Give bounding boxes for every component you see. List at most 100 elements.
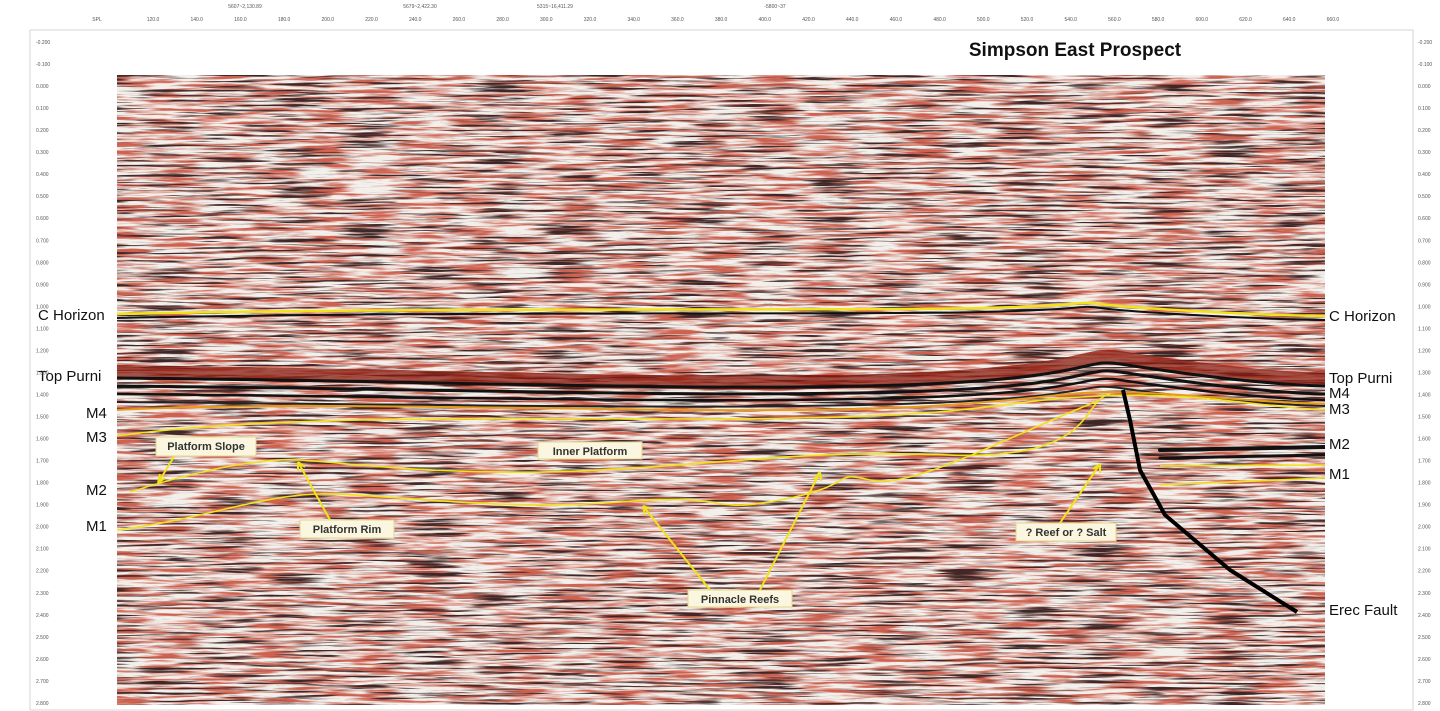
top-tick-label: 280.0 [496, 17, 509, 23]
time-label: 1.800 [36, 481, 49, 487]
arrow [1059, 463, 1101, 524]
time-label: 1.500 [36, 415, 49, 421]
time-label: 1.100 [36, 326, 49, 332]
time-label: 2.200 [1418, 569, 1431, 575]
horizon-label: Erec Fault [1329, 602, 1398, 619]
left-horizon-labels: C Horizon Top Purni M4 M3 M2 M1 [38, 307, 107, 535]
time-label: 1.900 [36, 503, 49, 509]
m2-line [129, 393, 1111, 493]
time-label: -0.100 [1418, 62, 1432, 68]
time-label: -0.200 [1418, 40, 1432, 46]
time-label: 0.400 [1418, 172, 1431, 178]
time-label: 0.500 [36, 194, 49, 200]
horizon-picks [116, 301, 1326, 614]
top-tick-label: 180.0 [278, 17, 291, 23]
top-tick-label: 320.0 [584, 17, 597, 23]
annotation: Pinnacle Reefs [701, 594, 779, 606]
time-label: 0.600 [36, 216, 49, 222]
time-label: 1.700 [36, 459, 49, 465]
time-label: 1.400 [1418, 392, 1431, 398]
time-label: 0.800 [36, 260, 49, 266]
top-tick-label: 200.0 [322, 17, 335, 23]
time-label: 0.900 [36, 282, 49, 288]
top-tick-label: 240.0 [409, 17, 422, 23]
horizon-label: C Horizon [1329, 308, 1396, 325]
time-label: 0.100 [1418, 106, 1431, 112]
time-label: 0.300 [36, 150, 49, 156]
time-label: 2.600 [36, 657, 49, 663]
top-tick-label: 440.0 [846, 17, 859, 23]
annotation-arrows [157, 445, 1101, 591]
seismic-texture [117, 75, 1325, 705]
time-label: 0.300 [1418, 150, 1431, 156]
top-tick-label: 360.0 [671, 17, 684, 23]
time-label: 1.200 [36, 348, 49, 354]
horizon-label: C Horizon [38, 307, 105, 324]
time-label: 0.000 [1418, 84, 1431, 90]
annotation-box [155, 436, 257, 457]
annotation-boxes: Platform Slope Inner Platform Platform R… [155, 436, 1117, 608]
arrow [759, 471, 822, 591]
time-label: 0.800 [1418, 260, 1431, 266]
annotation-box [687, 589, 793, 608]
horizon-label: Top Purni [38, 368, 101, 385]
top-tick-label: 580.0 [1152, 17, 1165, 23]
header-label: -5800~37 [764, 4, 785, 10]
time-label: 2.500 [36, 635, 49, 641]
time-label: 2.300 [36, 591, 49, 597]
time-label: 1.000 [1418, 304, 1431, 310]
time-label: 2.200 [36, 569, 49, 575]
header-label: 5315~16,411.29 [537, 4, 573, 10]
top-tick-label: 260.0 [453, 17, 466, 23]
horizon-label: M3 [86, 429, 107, 446]
time-label: 0.200 [36, 128, 49, 134]
time-label: 1.500 [1418, 415, 1431, 421]
arrow [297, 461, 331, 521]
top-tick-label: 220.0 [365, 17, 378, 23]
time-label: 2.000 [36, 525, 49, 531]
c-horizon-line [116, 305, 1326, 321]
top-tick-label: 660.0 [1327, 17, 1340, 23]
time-label: 1.300 [1418, 370, 1431, 376]
time-label: 0.500 [1418, 194, 1431, 200]
annotation-box [1015, 522, 1117, 542]
annotation: Platform Slope [167, 441, 245, 453]
top-tick-label: 540.0 [1064, 17, 1077, 23]
time-label: 1.400 [36, 392, 49, 398]
arrow [642, 505, 711, 591]
time-label: -0.200 [36, 40, 50, 46]
time-label: 2.600 [1418, 657, 1431, 663]
top-tick-label: 460.0 [890, 17, 903, 23]
time-label: 2.700 [1418, 679, 1431, 685]
horizon-label: M2 [1329, 436, 1350, 453]
top-tick-label: 560.0 [1108, 17, 1121, 23]
time-label: 1.800 [1418, 481, 1431, 487]
annotation: ? Reef or ? Salt [1026, 527, 1107, 539]
top-tick-label: 160.0 [234, 17, 247, 23]
axis-labels: 5607~2,130.89 5679~2,422.30 5315~16,411.29… [36, 4, 1432, 707]
horizon-label: M2 [86, 482, 107, 499]
time-label: 2.100 [1418, 547, 1431, 553]
m1-line [116, 399, 1101, 531]
horizon-label: M1 [1329, 466, 1350, 483]
horizon-label: M4 [86, 405, 107, 422]
time-label: 0.200 [1418, 128, 1431, 134]
horizon-label: Top Purni [1329, 370, 1392, 387]
time-label: 2.800 [36, 701, 49, 707]
header-label: 5607~2,130.89 [228, 4, 262, 10]
time-label: 1.000 [36, 304, 49, 310]
frame [29, 29, 1414, 711]
header-label: 5679~2,422.30 [403, 4, 437, 10]
horizon-label: M1 [86, 518, 107, 535]
top-tick-label: 140.0 [190, 17, 203, 23]
top-tick-label: 420.0 [802, 17, 815, 23]
top-tick-label: 520.0 [1021, 17, 1034, 23]
time-label: -0.100 [36, 62, 50, 68]
time-label: 1.200 [1418, 348, 1431, 354]
horizon-label: M3 [1329, 401, 1350, 418]
top-tick-label: 380.0 [715, 17, 728, 23]
m3-line [116, 394, 1326, 437]
annotation-box [299, 519, 395, 539]
time-label: 0.900 [1418, 282, 1431, 288]
